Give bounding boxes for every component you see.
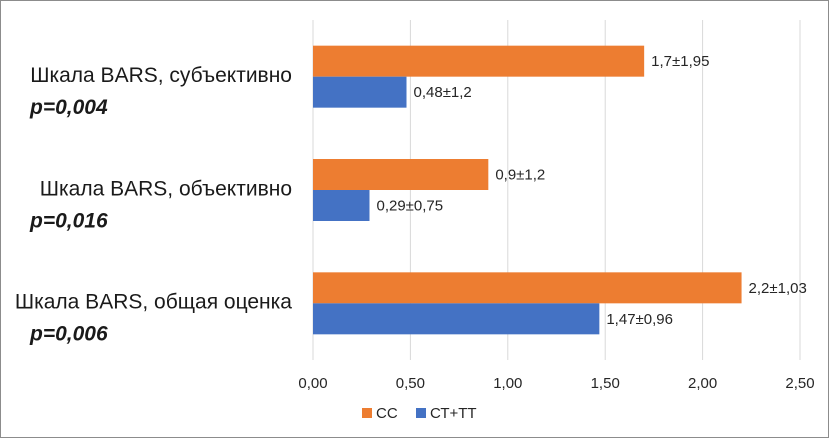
x-tick-label: 0,00: [298, 375, 327, 392]
bar: [313, 190, 370, 221]
bar: [313, 159, 489, 190]
bar: [313, 303, 600, 335]
legend-swatch: [416, 408, 426, 418]
data-label: 0,29±0,75: [376, 198, 443, 215]
x-tick-label: 2,50: [785, 375, 814, 392]
data-label: 2,2±1,03: [749, 280, 807, 297]
x-tick-label: 1,50: [591, 375, 620, 392]
legend-swatch: [362, 408, 372, 418]
p-value-label: p=0,006: [29, 323, 108, 346]
data-label: 0,9±1,2: [495, 167, 545, 184]
legend: СС СТ+ТТ: [362, 405, 477, 422]
p-value-label: p=0,004: [29, 96, 108, 119]
x-tick-label: 1,00: [493, 375, 522, 392]
bar: [313, 272, 742, 304]
legend-entry: СТ+ТТ: [430, 405, 477, 422]
x-tick-label: 2,00: [688, 375, 717, 392]
bars: 1,7±1,95 0,48±1,2 0,9±1,2 0,29±0,75 2,2±1,03…: [313, 45, 807, 335]
category-label: Шкала BARS, общая оценка: [15, 291, 292, 314]
category-label: Шкала BARS, объективно: [40, 177, 292, 200]
category-label: Шкала BARS, субъективно: [30, 64, 292, 87]
category-labels: Шкала BARS, субъективно p=0,004 Шкала BARS…: [15, 64, 292, 346]
data-label: 1,7±1,95: [651, 53, 709, 70]
data-label: 0,48±1,2: [414, 84, 472, 101]
x-axis-ticks: 0,00 0,50 1,00 1,50 2,00 2,50: [298, 375, 814, 392]
x-tick-label: 0,50: [396, 375, 425, 392]
data-label: 1,47±0,96: [606, 311, 673, 328]
p-value-label: p=0,016: [29, 209, 108, 232]
bar: [313, 76, 407, 108]
legend-entry: СС: [376, 405, 398, 422]
bar: [313, 45, 645, 77]
